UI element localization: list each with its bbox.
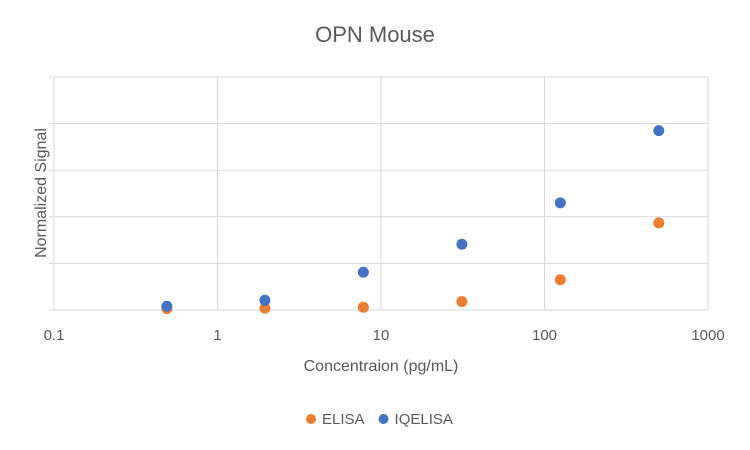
data-point-iqelisa	[653, 125, 665, 137]
legend-label: IQELISA	[395, 411, 453, 428]
data-point-iqelisa	[161, 300, 173, 312]
legend-marker	[306, 414, 316, 424]
y-axis-label: Normalized Signal	[33, 128, 50, 258]
data-point-iqelisa	[456, 238, 468, 250]
data-point-elisa	[259, 302, 271, 314]
x-tick-label: 1	[213, 327, 221, 344]
x-tick-label: 10	[373, 327, 390, 344]
x-axis-label: Concentraion (pg/mL)	[304, 358, 459, 375]
chart-title: OPN Mouse	[315, 22, 435, 47]
x-tick-label: 100	[532, 327, 557, 344]
x-tick-labels: 0.1 1 10 100 1000	[44, 327, 725, 344]
data-point-elisa	[456, 296, 468, 308]
data-point-elisa	[357, 301, 369, 313]
legend: ELISA IQELISA	[306, 411, 453, 428]
data-point-elisa	[554, 274, 566, 286]
data-point-iqelisa	[554, 197, 566, 209]
data-points	[161, 125, 665, 315]
data-point-iqelisa	[357, 266, 369, 278]
legend-marker	[378, 414, 389, 424]
x-tick-label: 1000	[691, 327, 724, 344]
x-tick-label: 0.1	[44, 327, 65, 344]
legend-label: ELISA	[322, 411, 365, 428]
grid	[49, 76, 709, 311]
data-point-elisa	[653, 217, 665, 229]
data-point-iqelisa	[259, 294, 271, 306]
